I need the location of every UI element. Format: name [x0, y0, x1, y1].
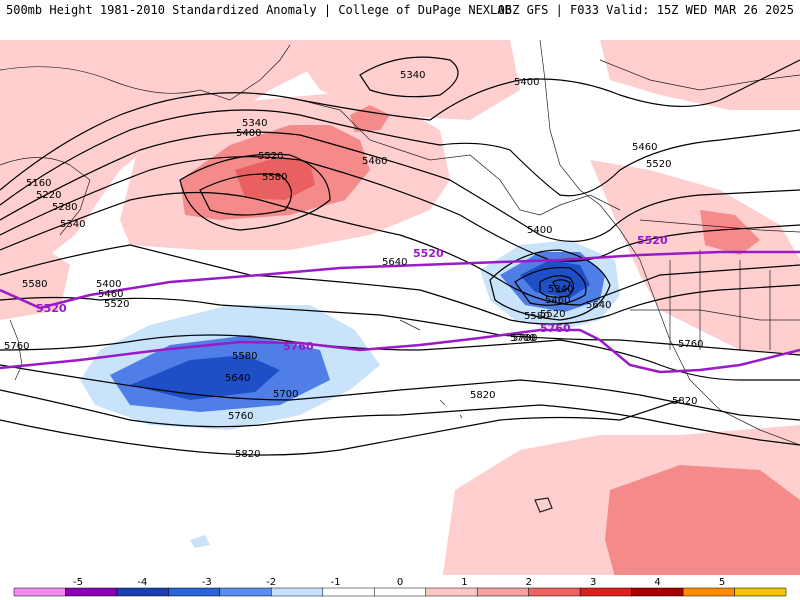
contour-label: 5340	[60, 219, 85, 230]
contour-label: 5520	[258, 151, 283, 162]
contour-label: 5580	[524, 311, 549, 322]
colorbar-tick-label: 1	[461, 577, 467, 588]
colorbar-swatch	[322, 587, 375, 597]
model-run-info: 06Z GFS | F033 Valid: 15Z WED MAR 26 202…	[497, 3, 794, 17]
colorbar-tick-label: 3	[590, 577, 596, 588]
colorbar-swatch	[271, 587, 324, 597]
colorbar-tick-label: 5	[719, 577, 725, 588]
contour-label: 5640	[382, 257, 407, 268]
colorbar-tick-label: -5	[73, 577, 83, 588]
contour-label: 5160	[26, 178, 51, 189]
colorbar: -5 -4 -3 -2 -1 0 1 2 3 4 5	[13, 577, 787, 597]
contour-label: 5460	[98, 289, 123, 300]
colorbar-swatch	[13, 587, 66, 597]
contour-label: 5820	[672, 396, 697, 407]
contour-label: 5760	[228, 411, 253, 422]
contour-label: 5460	[545, 295, 570, 306]
colorbar-swatch	[116, 587, 169, 597]
map-title: 500mb Height 1981-2010 Standardized Anom…	[6, 3, 512, 17]
colorbar-swatch	[65, 587, 118, 597]
contour-label: 5340	[242, 118, 267, 129]
reference-contour-labels: 5520 5520 5520 5760 5760	[36, 234, 668, 353]
contour-label: 5460	[362, 156, 387, 167]
map-header: 500mb Height 1981-2010 Standardized Anom…	[0, 0, 800, 20]
colorbar-tick-label: 0	[397, 577, 403, 588]
contour-label: 5580	[22, 279, 47, 290]
contour-label: 5520	[540, 309, 565, 320]
contour-labels: 5340 5400 5340 5400 5160 5220 5280 5340 …	[4, 70, 703, 460]
reference-label: 5760	[283, 340, 314, 353]
colorbar-swatch	[734, 587, 787, 597]
colorbar-swatch	[528, 587, 581, 597]
colorbar-swatches	[13, 587, 787, 597]
contour-label: 5340	[548, 284, 573, 295]
colorbar-swatch	[219, 587, 272, 597]
contour-label: 5400	[514, 77, 539, 88]
contour-label: 5580	[232, 351, 257, 362]
reference-label: 5520	[413, 247, 444, 260]
contour-label: 5460	[632, 142, 657, 153]
contour-label: 5760	[4, 341, 29, 352]
colorbar-swatch	[374, 587, 426, 597]
colorbar-swatch	[682, 587, 735, 597]
contour-label: 5760	[678, 339, 703, 350]
contour-label: 5700	[512, 333, 537, 344]
anomaly-map: 5340 5400 5340 5400 5160 5220 5280 5340 …	[0, 39, 800, 575]
contour-label: 5700	[510, 333, 535, 344]
colorbar-swatch	[168, 587, 221, 597]
contour-label: 5400	[527, 225, 552, 236]
contour-label: 5700	[273, 389, 298, 400]
colorbar-ticks: -5 -4 -3 -2 -1 0 1 2 3 4 5	[73, 577, 725, 588]
contour-label: 5400	[236, 128, 261, 139]
colorbar-swatch	[425, 587, 478, 597]
colorbar-tick-label: 2	[526, 577, 532, 588]
contour-label: 5820	[470, 390, 495, 401]
contour-label: 5220	[36, 190, 61, 201]
positive-anomaly-core	[235, 158, 315, 200]
height-contours	[0, 56, 800, 456]
colorbar-tick-label: -2	[266, 577, 276, 588]
colorbar-swatch	[476, 587, 529, 597]
contour-label: 5520	[104, 299, 129, 310]
colorbar-swatch	[631, 587, 684, 597]
colorbar-tick-label: -4	[137, 577, 147, 588]
colorbar-tick-label: 4	[654, 577, 660, 588]
contour-label: 5640	[586, 300, 611, 311]
colorbar-tick-label: -3	[202, 577, 212, 588]
colorbar-swatch	[579, 587, 632, 597]
reference-label: 5760	[540, 322, 571, 335]
reference-contours	[0, 250, 800, 374]
contour-label: 5400	[96, 279, 121, 290]
contour-label: 5640	[225, 373, 250, 384]
contour-label: 5340	[400, 70, 425, 81]
contour-label: 5520	[646, 159, 671, 170]
reference-label: 5520	[637, 234, 668, 247]
contour-label: 5280	[52, 202, 77, 213]
contour-label: 5580	[262, 172, 287, 183]
contour-label: 5820	[235, 449, 260, 460]
reference-label: 5520	[36, 302, 67, 315]
colorbar-tick-label: -1	[331, 577, 341, 588]
